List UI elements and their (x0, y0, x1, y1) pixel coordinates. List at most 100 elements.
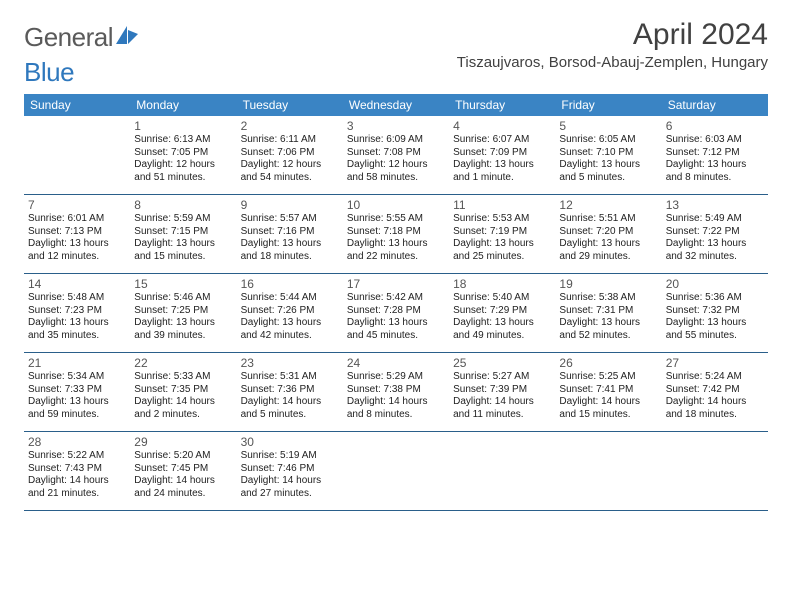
weekday-header: Wednesday (343, 94, 449, 116)
day-daylight1: Daylight: 13 hours (559, 317, 657, 330)
calendar-day-cell: 4Sunrise: 6:07 AMSunset: 7:09 PMDaylight… (449, 116, 555, 194)
calendar-day-cell: 2Sunrise: 6:11 AMSunset: 7:06 PMDaylight… (237, 116, 343, 194)
weekday-header-row: Sunday Monday Tuesday Wednesday Thursday… (24, 94, 768, 116)
calendar-day-cell: 10Sunrise: 5:55 AMSunset: 7:18 PMDayligh… (343, 195, 449, 273)
day-daylight2: and 35 minutes. (28, 330, 126, 343)
day-number: 10 (347, 198, 445, 212)
day-sunrise: Sunrise: 5:22 AM (28, 450, 126, 463)
calendar-day-cell: 13Sunrise: 5:49 AMSunset: 7:22 PMDayligh… (662, 195, 768, 273)
calendar-day-cell: 27Sunrise: 5:24 AMSunset: 7:42 PMDayligh… (662, 353, 768, 431)
day-sunset: Sunset: 7:20 PM (559, 226, 657, 239)
day-sunset: Sunset: 7:36 PM (241, 384, 339, 397)
day-sunrise: Sunrise: 6:07 AM (453, 134, 551, 147)
day-daylight1: Daylight: 14 hours (666, 396, 764, 409)
day-daylight1: Daylight: 14 hours (134, 475, 232, 488)
calendar-day-cell: 18Sunrise: 5:40 AMSunset: 7:29 PMDayligh… (449, 274, 555, 352)
day-sunrise: Sunrise: 5:48 AM (28, 292, 126, 305)
day-sunset: Sunset: 7:12 PM (666, 147, 764, 160)
day-number: 26 (559, 356, 657, 370)
day-daylight2: and 18 minutes. (241, 251, 339, 264)
day-daylight1: Daylight: 13 hours (559, 159, 657, 172)
day-daylight1: Daylight: 13 hours (453, 317, 551, 330)
day-sunrise: Sunrise: 5:57 AM (241, 213, 339, 226)
day-sunset: Sunset: 7:43 PM (28, 463, 126, 476)
day-number: 18 (453, 277, 551, 291)
day-daylight2: and 55 minutes. (666, 330, 764, 343)
calendar-day-cell: 29Sunrise: 5:20 AMSunset: 7:45 PMDayligh… (130, 432, 236, 510)
day-daylight2: and 5 minutes. (241, 409, 339, 422)
day-daylight1: Daylight: 13 hours (134, 238, 232, 251)
day-number: 1 (134, 119, 232, 133)
weekday-header: Sunday (24, 94, 130, 116)
day-daylight1: Daylight: 14 hours (559, 396, 657, 409)
calendar-day-cell: 20Sunrise: 5:36 AMSunset: 7:32 PMDayligh… (662, 274, 768, 352)
day-sunrise: Sunrise: 5:55 AM (347, 213, 445, 226)
day-daylight1: Daylight: 13 hours (28, 396, 126, 409)
page-title: April 2024 (457, 18, 768, 52)
calendar-day-cell: 16Sunrise: 5:44 AMSunset: 7:26 PMDayligh… (237, 274, 343, 352)
day-number: 29 (134, 435, 232, 449)
calendar-day-cell: 17Sunrise: 5:42 AMSunset: 7:28 PMDayligh… (343, 274, 449, 352)
day-daylight1: Daylight: 13 hours (241, 317, 339, 330)
day-sunrise: Sunrise: 5:19 AM (241, 450, 339, 463)
calendar-day-cell: 24Sunrise: 5:29 AMSunset: 7:38 PMDayligh… (343, 353, 449, 431)
day-daylight2: and 39 minutes. (134, 330, 232, 343)
day-number: 2 (241, 119, 339, 133)
day-number: 28 (28, 435, 126, 449)
day-daylight1: Daylight: 13 hours (559, 238, 657, 251)
logo-text-1: General (24, 22, 113, 53)
day-sunrise: Sunrise: 5:49 AM (666, 213, 764, 226)
day-daylight2: and 1 minute. (453, 172, 551, 185)
day-daylight2: and 18 minutes. (666, 409, 764, 422)
day-number: 20 (666, 277, 764, 291)
day-sunrise: Sunrise: 6:03 AM (666, 134, 764, 147)
title-block: April 2024 Tiszaujvaros, Borsod-Abauj-Ze… (457, 18, 768, 71)
day-number: 25 (453, 356, 551, 370)
day-daylight1: Daylight: 13 hours (666, 159, 764, 172)
day-sunset: Sunset: 7:15 PM (134, 226, 232, 239)
day-sunset: Sunset: 7:25 PM (134, 305, 232, 318)
calendar-day-cell: 21Sunrise: 5:34 AMSunset: 7:33 PMDayligh… (24, 353, 130, 431)
day-daylight1: Daylight: 13 hours (28, 317, 126, 330)
day-sunset: Sunset: 7:05 PM (134, 147, 232, 160)
day-sunrise: Sunrise: 6:09 AM (347, 134, 445, 147)
day-daylight2: and 42 minutes. (241, 330, 339, 343)
calendar-day-cell: 12Sunrise: 5:51 AMSunset: 7:20 PMDayligh… (555, 195, 661, 273)
day-sunrise: Sunrise: 5:33 AM (134, 371, 232, 384)
day-daylight2: and 15 minutes. (559, 409, 657, 422)
day-sunset: Sunset: 7:41 PM (559, 384, 657, 397)
day-number: 4 (453, 119, 551, 133)
calendar-week-row: 28Sunrise: 5:22 AMSunset: 7:43 PM Dayligh… (24, 432, 768, 511)
day-daylight1: Daylight: 13 hours (347, 238, 445, 251)
day-sunset: Sunset: 7:28 PM (347, 305, 445, 318)
day-daylight2: and 25 minutes. (453, 251, 551, 264)
day-number: 19 (559, 277, 657, 291)
day-daylight1: Daylight: 13 hours (666, 238, 764, 251)
day-number: 9 (241, 198, 339, 212)
weekday-header: Thursday (449, 94, 555, 116)
weekday-header: Saturday (662, 94, 768, 116)
day-daylight2: and 15 minutes. (134, 251, 232, 264)
calendar-day-cell: 15Sunrise: 5:46 AMSunset: 7:25 PMDayligh… (130, 274, 236, 352)
day-sunrise: Sunrise: 5:34 AM (28, 371, 126, 384)
calendar-day-cell (555, 432, 661, 510)
calendar-day-cell: 5Sunrise: 6:05 AMSunset: 7:10 PMDaylight… (555, 116, 661, 194)
day-sunrise: Sunrise: 5:46 AM (134, 292, 232, 305)
day-daylight2: and 32 minutes. (666, 251, 764, 264)
day-sunset: Sunset: 7:42 PM (666, 384, 764, 397)
day-sunrise: Sunrise: 6:05 AM (559, 134, 657, 147)
day-number: 30 (241, 435, 339, 449)
day-daylight1: Daylight: 13 hours (347, 317, 445, 330)
day-daylight2: and 52 minutes. (559, 330, 657, 343)
calendar-day-cell: 6Sunrise: 6:03 AMSunset: 7:12 PMDaylight… (662, 116, 768, 194)
day-sunrise: Sunrise: 5:36 AM (666, 292, 764, 305)
day-number: 5 (559, 119, 657, 133)
day-number: 12 (559, 198, 657, 212)
calendar-day-cell (449, 432, 555, 510)
day-daylight1: Daylight: 12 hours (134, 159, 232, 172)
day-sunrise: Sunrise: 5:40 AM (453, 292, 551, 305)
day-sunset: Sunset: 7:18 PM (347, 226, 445, 239)
day-daylight2: and 24 minutes. (134, 488, 232, 501)
day-sunset: Sunset: 7:23 PM (28, 305, 126, 318)
day-sunset: Sunset: 7:26 PM (241, 305, 339, 318)
